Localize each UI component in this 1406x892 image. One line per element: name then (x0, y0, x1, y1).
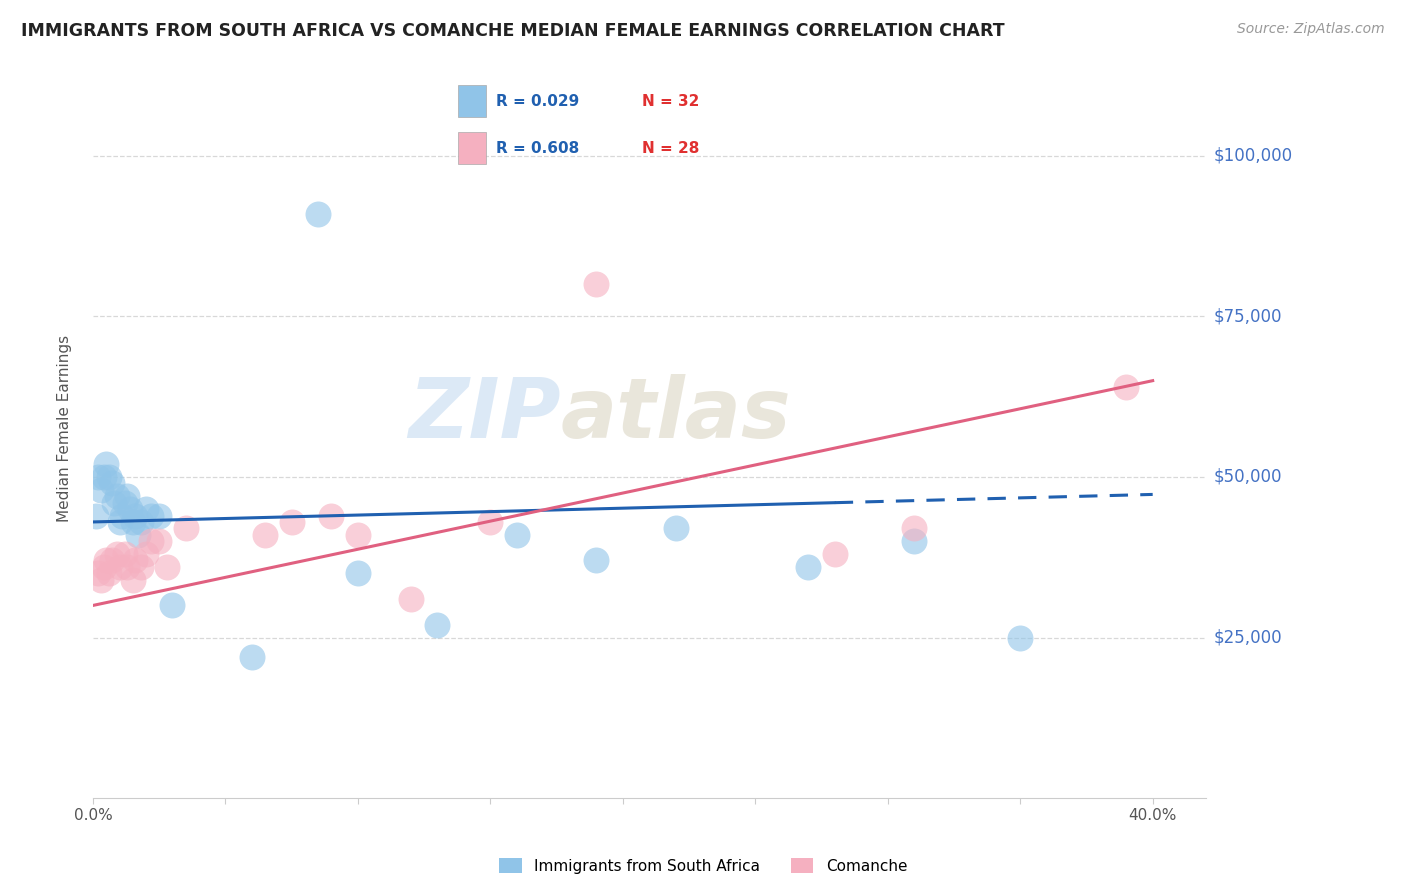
Point (100, 476, 122, 491)
Point (105, 489, 128, 503)
Point (307, 207, 329, 221)
Point (96, 553, 118, 567)
Point (280, 515, 302, 529)
Point (141, 534, 163, 549)
Point (824, 547, 846, 561)
Point (87, 470, 110, 484)
Legend: Immigrants from South Africa, Comanche: Immigrants from South Africa, Comanche (492, 852, 914, 880)
Text: $25,000: $25,000 (1213, 629, 1282, 647)
Point (121, 515, 143, 529)
Text: Source: ZipAtlas.com: Source: ZipAtlas.com (1237, 22, 1385, 37)
Point (108, 515, 131, 529)
Point (399, 592, 422, 607)
Point (129, 560, 152, 574)
Point (124, 553, 146, 567)
Point (585, 277, 607, 292)
Point (174, 521, 197, 535)
Point (797, 560, 820, 574)
Point (426, 617, 449, 632)
Point (1010, 631, 1032, 645)
Point (585, 553, 607, 567)
Point (97, 470, 120, 484)
Point (100, 553, 122, 567)
Point (114, 496, 136, 510)
Point (117, 489, 139, 503)
Point (162, 599, 184, 613)
Point (148, 508, 170, 523)
Point (141, 508, 163, 523)
Text: $100,000: $100,000 (1213, 147, 1292, 165)
Point (254, 528, 277, 542)
Point (117, 560, 139, 574)
Point (120, 502, 142, 516)
Point (347, 566, 370, 581)
Point (105, 547, 128, 561)
Point (93, 470, 115, 484)
Point (347, 528, 370, 542)
Point (87, 566, 110, 581)
Point (135, 502, 157, 516)
Point (156, 560, 179, 574)
Point (90, 483, 112, 497)
Point (84, 508, 107, 523)
Y-axis label: Median Female Earnings: Median Female Earnings (58, 335, 72, 523)
Point (93, 560, 115, 574)
Point (103, 496, 125, 510)
Point (148, 534, 170, 549)
Point (97, 566, 120, 581)
Point (903, 521, 925, 535)
Point (111, 508, 134, 523)
Point (1115, 380, 1137, 394)
Point (96, 457, 118, 471)
Point (121, 573, 143, 587)
Point (124, 508, 146, 523)
Point (90, 573, 112, 587)
Text: atlas: atlas (561, 374, 792, 455)
Point (135, 547, 157, 561)
Text: IMMIGRANTS FROM SOUTH AFRICA VS COMANCHE MEDIAN FEMALE EARNINGS CORRELATION CHAR: IMMIGRANTS FROM SOUTH AFRICA VS COMANCHE… (21, 22, 1005, 40)
Text: $50,000: $50,000 (1213, 468, 1282, 486)
Point (127, 528, 149, 542)
Point (108, 560, 131, 574)
Point (665, 521, 688, 535)
Point (506, 528, 529, 542)
Point (129, 515, 152, 529)
Point (321, 508, 343, 523)
Point (903, 534, 925, 549)
Point (240, 649, 263, 664)
Text: ZIP: ZIP (408, 374, 561, 455)
Text: $75,000: $75,000 (1213, 308, 1282, 326)
Point (479, 515, 502, 529)
Point (114, 547, 136, 561)
